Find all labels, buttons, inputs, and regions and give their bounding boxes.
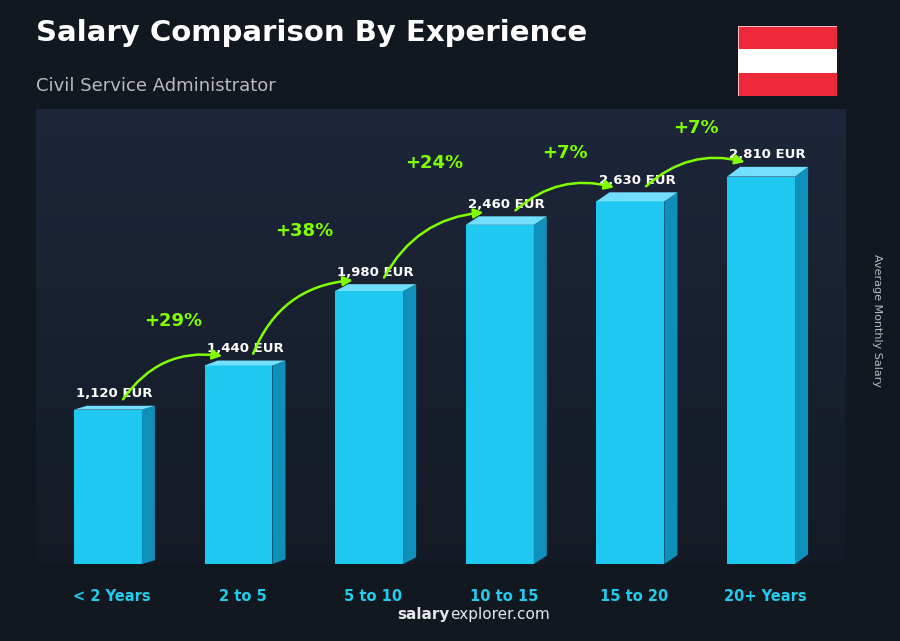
Text: +7%: +7% — [543, 144, 588, 162]
Polygon shape — [466, 225, 534, 564]
Polygon shape — [466, 216, 547, 225]
Polygon shape — [597, 192, 678, 201]
Bar — [738, 26, 837, 49]
Text: 2,460 EUR: 2,460 EUR — [468, 198, 544, 211]
Polygon shape — [204, 360, 285, 365]
Text: 1,440 EUR: 1,440 EUR — [207, 342, 284, 355]
Text: 5 to 10: 5 to 10 — [344, 589, 402, 604]
Text: +38%: +38% — [274, 222, 333, 240]
Polygon shape — [74, 406, 155, 410]
Polygon shape — [204, 365, 273, 564]
Polygon shape — [597, 201, 664, 564]
Text: 10 to 15: 10 to 15 — [470, 589, 538, 604]
Polygon shape — [335, 291, 403, 564]
Polygon shape — [534, 216, 547, 564]
Text: explorer.com: explorer.com — [450, 607, 550, 622]
Text: 15 to 20: 15 to 20 — [600, 589, 669, 604]
Bar — [738, 49, 837, 72]
Text: +29%: +29% — [144, 312, 202, 330]
Text: 1,120 EUR: 1,120 EUR — [76, 387, 153, 400]
Polygon shape — [727, 167, 808, 176]
Polygon shape — [795, 167, 808, 564]
Bar — [738, 72, 837, 96]
Text: < 2 Years: < 2 Years — [73, 589, 150, 604]
Polygon shape — [664, 192, 678, 564]
Polygon shape — [142, 406, 155, 564]
Polygon shape — [727, 176, 795, 564]
Text: 20+ Years: 20+ Years — [724, 589, 806, 604]
Text: Average Monthly Salary: Average Monthly Salary — [872, 254, 883, 387]
Text: 2,630 EUR: 2,630 EUR — [598, 174, 675, 187]
Text: salary: salary — [398, 607, 450, 622]
Text: 2 to 5: 2 to 5 — [219, 589, 266, 604]
Text: +24%: +24% — [405, 154, 464, 172]
Polygon shape — [335, 284, 416, 291]
Text: 2,810 EUR: 2,810 EUR — [729, 149, 806, 162]
Text: Civil Service Administrator: Civil Service Administrator — [36, 77, 275, 95]
Text: Salary Comparison By Experience: Salary Comparison By Experience — [36, 19, 587, 47]
Polygon shape — [273, 360, 285, 564]
Polygon shape — [74, 410, 142, 564]
Polygon shape — [403, 284, 416, 564]
Text: +7%: +7% — [673, 119, 718, 137]
Text: 1,980 EUR: 1,980 EUR — [338, 266, 414, 279]
